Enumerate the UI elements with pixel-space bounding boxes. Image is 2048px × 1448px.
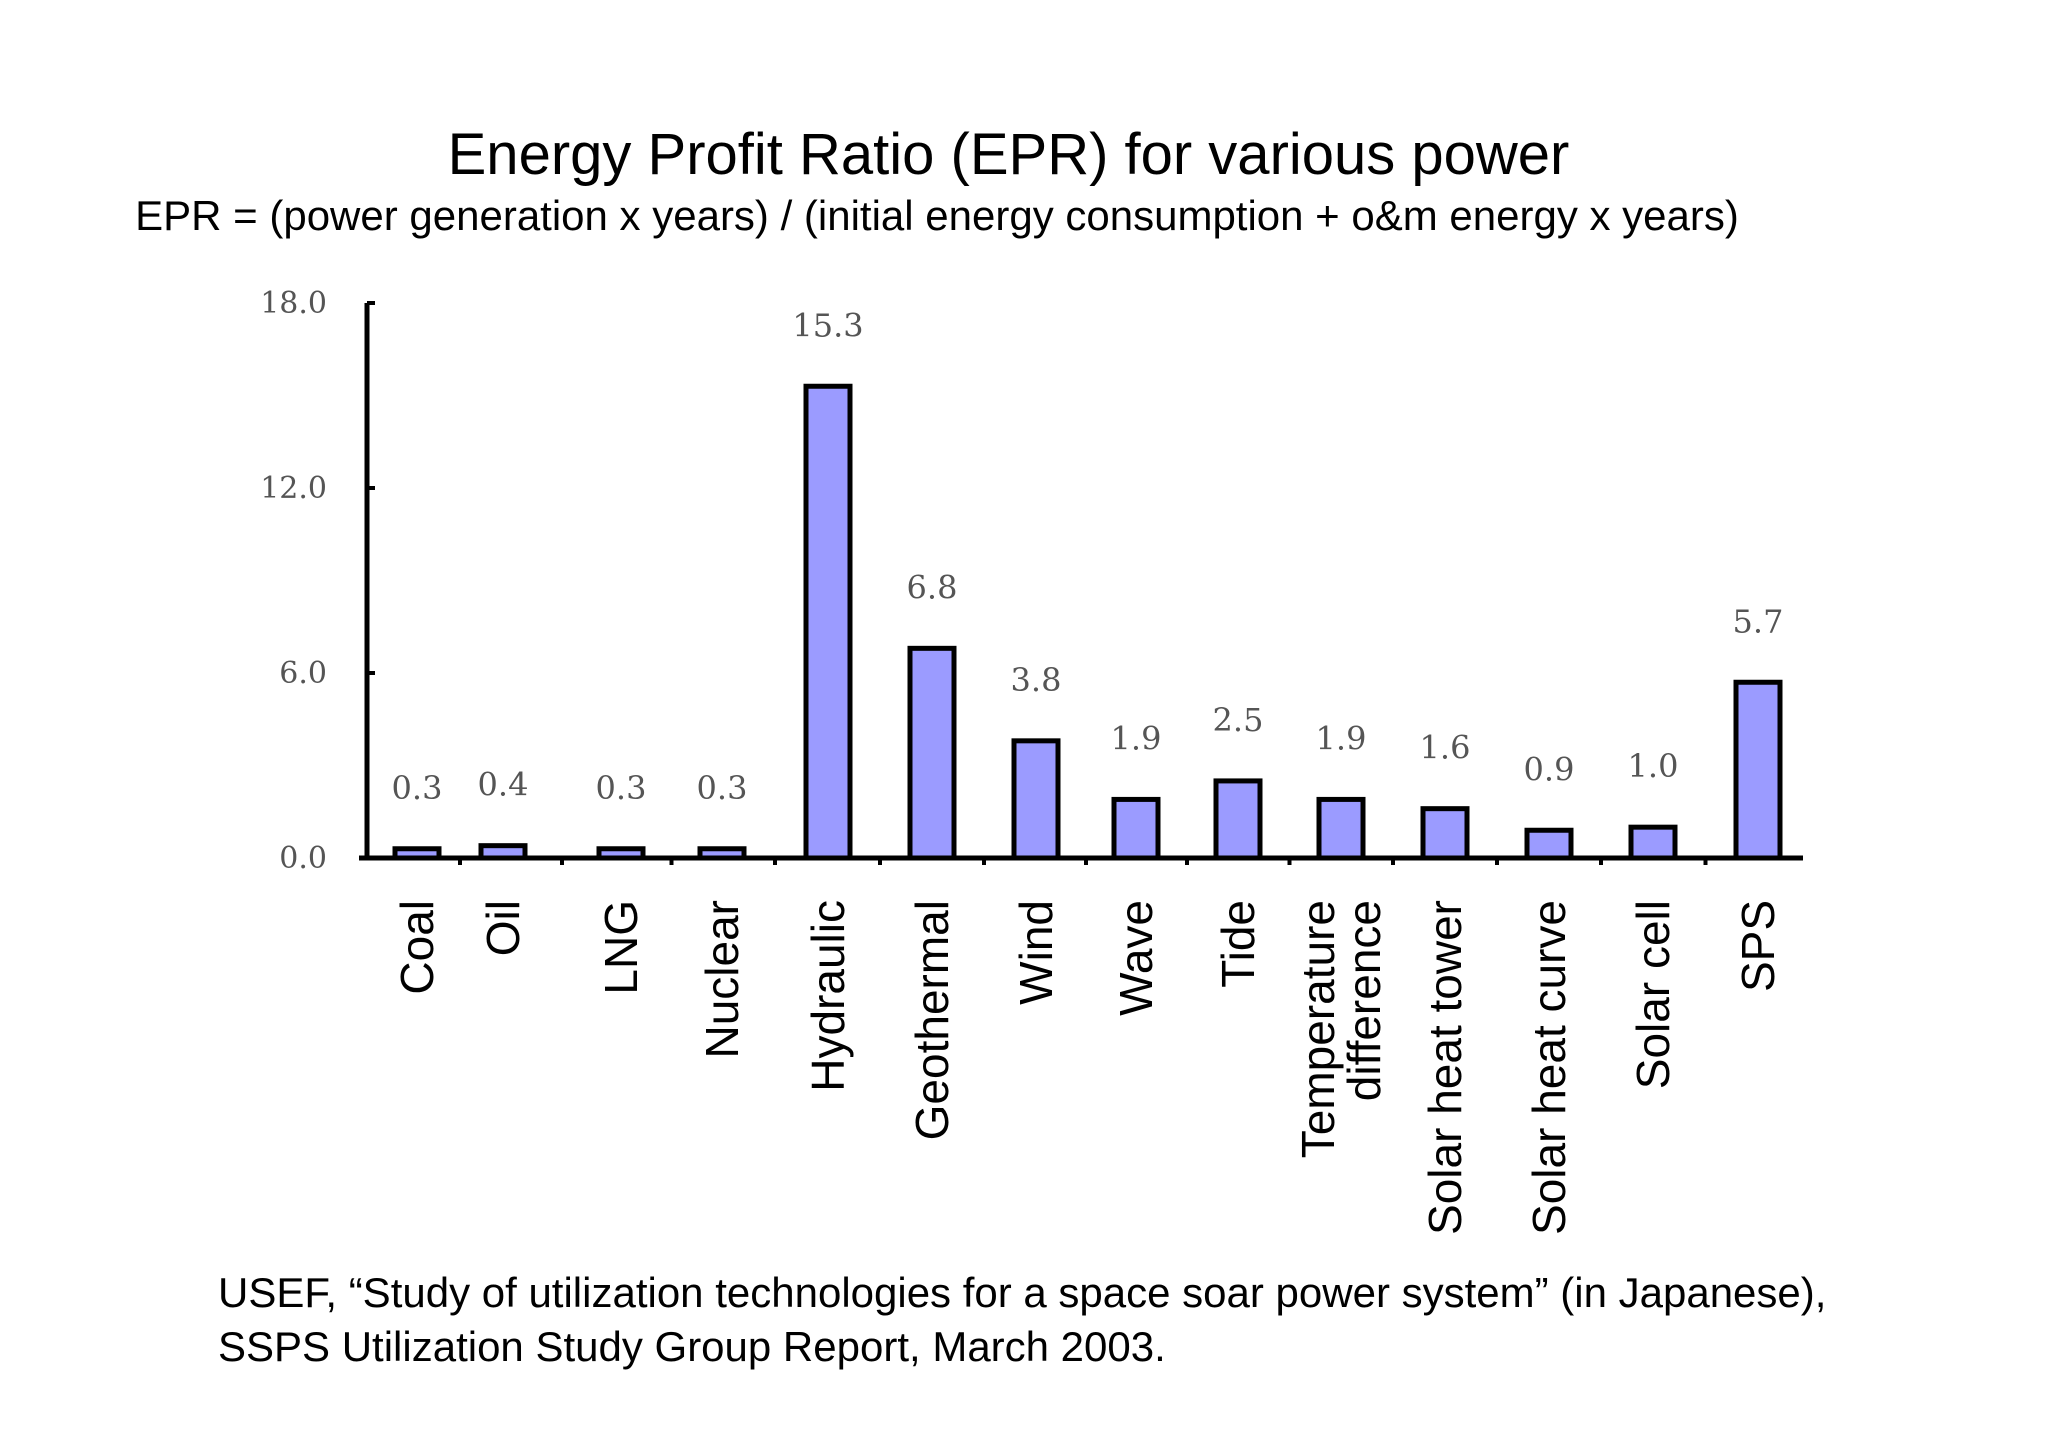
data-label: 1.9 (1111, 719, 1162, 757)
bar (803, 383, 853, 861)
bars (392, 383, 1783, 861)
bar (1524, 827, 1574, 861)
chart-title: Energy Profit Ratio (EPR) for various po… (447, 122, 1570, 187)
category-label: Solar cell (1627, 900, 1679, 1089)
category-label-line: LNG (595, 900, 647, 995)
bar (1733, 679, 1783, 861)
category-labels: Coal Oil LNG Nuclear Hydraulic Geothermal Wind… (391, 900, 1784, 1235)
data-label: 0.4 (478, 766, 529, 804)
category-label: SPS (1732, 900, 1784, 992)
bar (1628, 824, 1678, 861)
bar (1111, 796, 1161, 861)
source-citation: USEF, “Study of utilization technologies… (218, 1266, 1826, 1374)
data-label: 15.3 (792, 306, 863, 344)
category-label-line: difference (1338, 900, 1390, 1101)
category-label-line: Solar heat curve (1523, 900, 1575, 1235)
y-axis-ticks: 0.0 6.0 12.0 18.0 (260, 286, 375, 876)
data-label: 2.5 (1213, 701, 1264, 739)
data-label: 5.7 (1733, 602, 1784, 640)
bar (1213, 778, 1263, 861)
category-label: Nuclear (696, 900, 748, 1059)
data-labels: 0.3 0.4 0.3 0.3 15.3 6.8 3.8 1.9 2.5 1.9 1.6 0.9 1.0… (392, 306, 1784, 807)
category-label-line: Oil (477, 900, 529, 956)
category-label-line: SPS (1732, 900, 1784, 992)
data-label: 0.3 (392, 769, 443, 807)
data-label: 0.3 (596, 769, 647, 807)
data-label: 1.9 (1316, 719, 1367, 757)
category-label: Tide (1212, 900, 1264, 988)
category-label-line: Tide (1212, 900, 1264, 988)
y-tick-label: 6.0 (279, 656, 327, 691)
category-label: Hydraulic (802, 900, 854, 1092)
bar (1420, 806, 1470, 861)
data-label: 3.8 (1011, 661, 1062, 699)
chart-subtitle: EPR = (power generation x years) / (init… (135, 192, 1739, 239)
axes (359, 303, 1803, 865)
category-label: LNG (595, 900, 647, 995)
bar (907, 645, 957, 861)
y-tick-label: 18.0 (260, 286, 327, 321)
category-label-line: Solar cell (1627, 900, 1679, 1089)
category-label-line: Wave (1110, 900, 1162, 1016)
category-label: Solar heat curve (1523, 900, 1575, 1235)
category-label: Wind (1010, 900, 1062, 1005)
source-line-2: SSPS Utilization Study Group Report, Mar… (218, 1323, 1166, 1370)
category-label: Temperaturedifference (1292, 900, 1390, 1158)
category-label: Wave (1110, 900, 1162, 1016)
category-label: Oil (477, 900, 529, 956)
bar (1011, 738, 1061, 861)
data-label: 0.3 (697, 769, 748, 807)
category-label: Solar heat tower (1419, 900, 1471, 1235)
data-label: 1.6 (1420, 729, 1471, 767)
category-label-line: Geothermal (906, 900, 958, 1140)
category-label-line: Wind (1010, 900, 1062, 1005)
category-label-line: Solar heat tower (1419, 900, 1471, 1235)
category-label-line: Hydraulic (802, 900, 854, 1092)
category-label: Geothermal (906, 900, 958, 1140)
bar (1316, 796, 1366, 861)
y-tick-label: 12.0 (260, 471, 327, 506)
category-label-line: Coal (391, 900, 443, 995)
data-label: 0.9 (1524, 750, 1575, 788)
source-line-1: USEF, “Study of utilization technologies… (218, 1269, 1827, 1316)
category-label: Coal (391, 900, 443, 995)
data-label: 6.8 (907, 568, 958, 606)
y-tick-label: 0.0 (279, 841, 327, 876)
data-label: 1.0 (1628, 747, 1679, 785)
category-label-line: Nuclear (696, 900, 748, 1059)
category-label-line: Temperature (1292, 900, 1344, 1158)
